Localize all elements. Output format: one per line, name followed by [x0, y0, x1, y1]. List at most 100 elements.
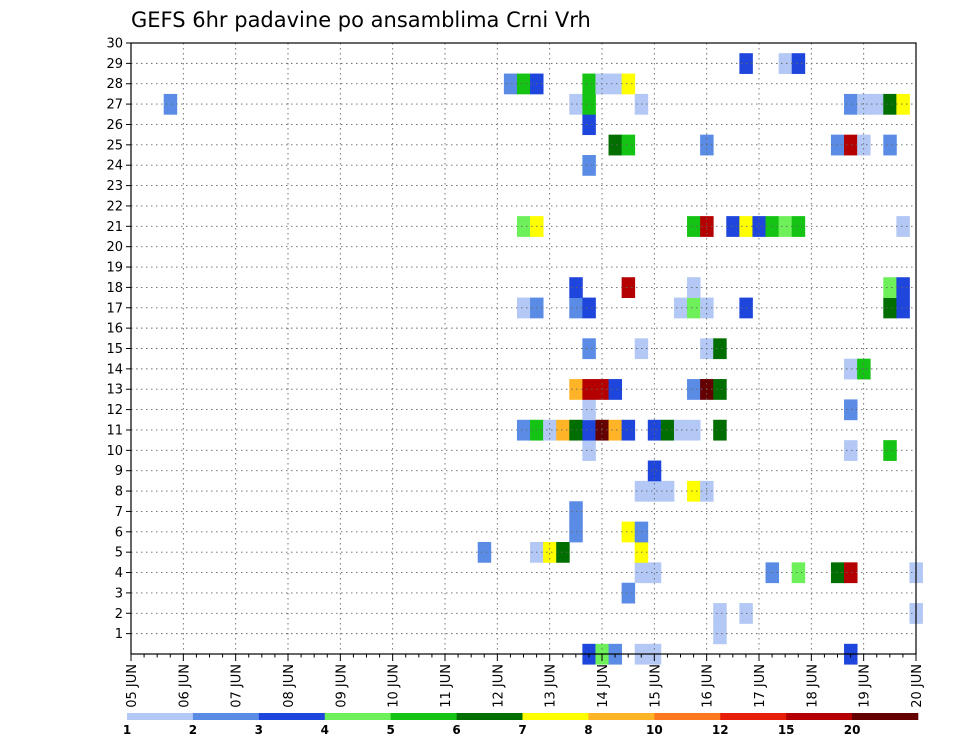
x-tick-label: 11 JUN	[439, 664, 454, 708]
cells-layer	[163, 53, 923, 665]
precip-cell	[647, 460, 662, 482]
y-tick-label: 4	[115, 566, 123, 581]
precip-cell	[163, 93, 178, 115]
colorbar-swatch	[522, 713, 589, 720]
precip-cell	[883, 297, 897, 319]
colorbar-swatch	[456, 713, 523, 720]
colorbar-label: 20	[844, 723, 861, 737]
colorbar-label: 2	[189, 723, 197, 737]
precip-cell	[726, 216, 740, 237]
precip-cell	[791, 53, 806, 74]
y-tick-label: 16	[106, 322, 123, 337]
y-tick-label: 13	[106, 383, 123, 398]
precip-cell	[477, 541, 492, 563]
x-tick-label: 09 JUN	[334, 664, 349, 708]
y-tick-label: 29	[106, 57, 123, 72]
colorbar-label: 1	[123, 723, 131, 737]
precip-cell	[621, 134, 636, 156]
precip-cell	[647, 562, 662, 584]
precip-cell	[896, 277, 910, 298]
precip-cell	[582, 399, 596, 421]
y-tick-label: 10	[106, 444, 123, 459]
precip-cell	[647, 480, 662, 502]
y-tick-label: 24	[106, 159, 123, 174]
precip-cell	[608, 134, 623, 156]
precip-cell	[713, 379, 727, 400]
y-tick-label: 9	[115, 464, 123, 479]
y-tick-label: 18	[106, 281, 123, 296]
precip-cell	[516, 216, 531, 237]
colorbar-swatch	[192, 713, 260, 720]
x-tick-label: 08 JUN	[282, 664, 297, 708]
colorbar-label: 7	[518, 723, 526, 737]
precip-cell	[687, 480, 701, 502]
chart-title: GEFS 6hr padavine po ansamblima Crni Vrh	[131, 8, 591, 32]
precip-cell	[621, 73, 636, 95]
x-tick-label: 17 JUN	[753, 664, 768, 708]
precip-cell	[844, 134, 858, 156]
colorbar-label: 10	[646, 723, 663, 737]
y-tick-label: 20	[106, 240, 123, 255]
y-tick-label: 25	[106, 138, 123, 153]
precip-cell	[582, 440, 596, 461]
precip-cell	[582, 155, 596, 176]
y-tick-label: 1	[115, 627, 123, 642]
precip-cell	[687, 216, 701, 237]
precip-cell	[844, 399, 858, 421]
colorbar-swatch	[786, 713, 853, 720]
precip-cell	[608, 73, 623, 95]
precip-cell	[516, 297, 531, 319]
precip-cell	[778, 216, 793, 237]
precip-cell	[713, 419, 727, 441]
precip-cell	[582, 114, 596, 136]
precip-cell	[516, 73, 531, 95]
precip-cell	[752, 216, 766, 237]
colorbar: 1 2 3 4 5 6 7 8 10 12 15 20	[123, 713, 919, 737]
precip-cell	[647, 419, 662, 441]
precip-cell	[883, 277, 897, 298]
precip-cell	[543, 419, 557, 441]
precip-cell	[830, 562, 845, 584]
precip-cell	[673, 297, 688, 319]
x-tick-label: 13 JUN	[544, 664, 559, 708]
colorbar-label: 15	[778, 723, 795, 737]
precip-cell	[857, 134, 871, 156]
x-tick-label: 18 JUN	[805, 664, 820, 708]
precip-cell	[543, 541, 557, 563]
x-tick-label: 12 JUN	[491, 664, 506, 708]
colorbar-label: 8	[584, 723, 592, 737]
precip-cell	[687, 419, 701, 441]
precip-cell	[582, 73, 596, 95]
precip-cell	[896, 216, 910, 237]
precip-cell	[621, 582, 636, 604]
precip-cell	[883, 93, 897, 115]
y-tick-label: 12	[106, 403, 123, 418]
x-tick-label: 07 JUN	[230, 664, 245, 708]
y-tick-label: 28	[106, 77, 123, 92]
colorbar-swatch	[588, 713, 655, 720]
y-tick-label: 17	[106, 301, 123, 316]
precip-cell	[582, 297, 596, 319]
colorbar-swatch	[654, 713, 721, 720]
precip-cell	[582, 419, 596, 441]
precip-cell	[713, 623, 727, 645]
precip-cell	[713, 603, 727, 624]
precip-cell	[687, 379, 701, 400]
precip-cell	[582, 379, 596, 400]
precip-cell	[830, 134, 845, 156]
precip-cell	[608, 419, 623, 441]
precip-cell	[621, 521, 636, 543]
precip-cell	[687, 277, 701, 298]
precip-cell	[844, 562, 858, 584]
precip-cell	[687, 297, 701, 319]
precip-cell	[621, 419, 636, 441]
colorbar-label: 5	[386, 723, 394, 737]
precip-cell	[660, 419, 675, 441]
precip-cell	[844, 358, 858, 380]
y-tick-label: 19	[106, 261, 123, 276]
colorbar-swatch	[720, 713, 787, 720]
y-tick-label: 7	[115, 505, 123, 520]
y-tick-label: 30	[106, 37, 123, 52]
colorbar-swatch	[852, 713, 919, 720]
